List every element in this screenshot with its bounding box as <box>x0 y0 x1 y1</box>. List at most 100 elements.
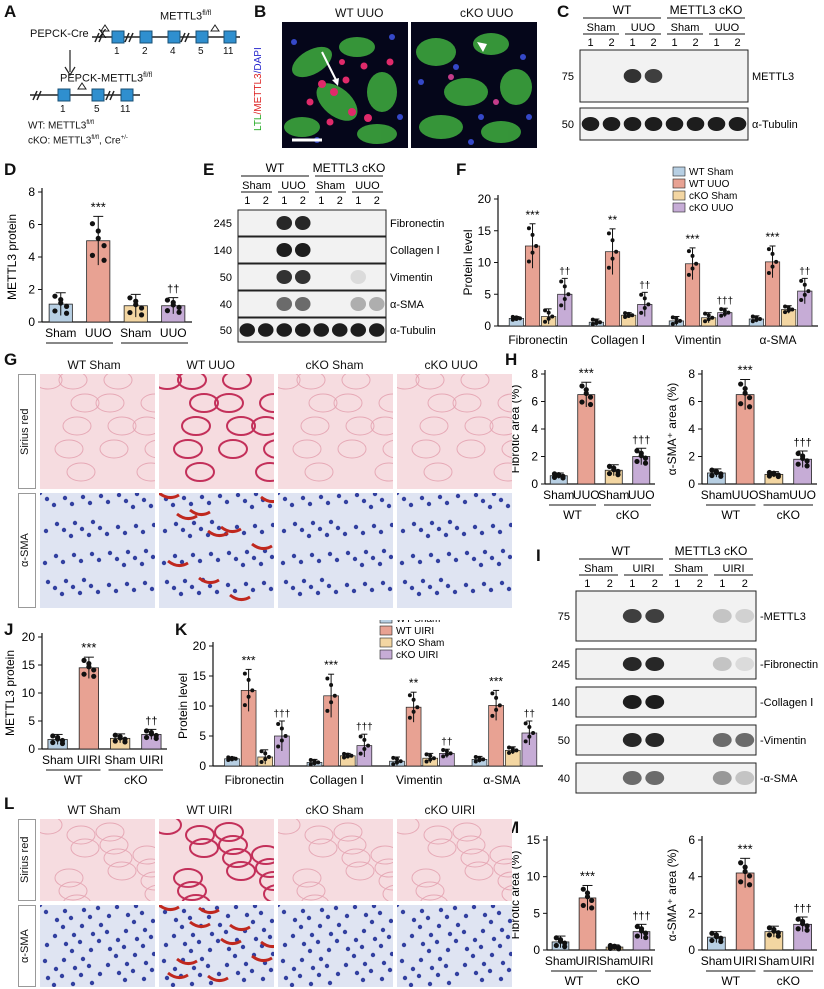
data-point <box>50 739 56 746</box>
data-point <box>366 743 371 748</box>
data-point <box>514 748 519 753</box>
data-point <box>444 749 449 754</box>
data-point <box>518 316 522 321</box>
data-point <box>579 399 585 405</box>
band <box>276 297 293 311</box>
x-tick-label: UUO <box>732 488 759 502</box>
mw-marker: 50 <box>558 735 570 747</box>
data-point <box>122 739 128 745</box>
bar <box>78 667 99 750</box>
histology-column-title: cKO Sham <box>305 358 364 372</box>
band-label: α-Tubulin <box>390 325 436 337</box>
data-point <box>494 695 499 700</box>
blot-strip <box>237 209 387 237</box>
data-point <box>742 390 748 396</box>
data-point <box>138 305 145 311</box>
panel-l-histology: WT Sham WT UIRI cKO Sham cKO UIRI Sirius red… <box>18 803 512 989</box>
data-point <box>804 458 810 464</box>
mw-marker: 50 <box>220 325 232 337</box>
y-tick-label: 8 <box>531 367 538 381</box>
data-point <box>59 740 66 747</box>
data-point <box>560 475 566 481</box>
data-point <box>643 934 649 941</box>
band <box>645 695 665 709</box>
data-point <box>583 387 589 393</box>
band <box>276 243 293 257</box>
significance-mark: ** <box>409 676 419 690</box>
x-tick-label: Sham <box>758 954 789 968</box>
data-point <box>606 463 613 469</box>
significance-mark: *** <box>766 230 780 244</box>
if-title-cko: cKO UUO <box>460 6 514 20</box>
data-point <box>242 671 247 676</box>
data-point <box>806 289 811 294</box>
data-point <box>557 938 564 944</box>
lane-number: 2 <box>608 37 614 49</box>
data-point <box>626 313 631 318</box>
x-tick-label: α-SMA <box>483 773 520 787</box>
data-point <box>615 472 621 478</box>
data-point <box>101 243 107 249</box>
data-point <box>229 757 234 762</box>
significance-mark: †† <box>559 266 570 277</box>
data-point <box>775 473 781 480</box>
significance-mark: †† <box>639 280 650 291</box>
band <box>728 117 747 131</box>
mw-marker: 50 <box>220 272 232 284</box>
blot-i: WT METTL3 cKO Sham UIRI Sham UIRI 1 2 1 2 1 2 1 2 75 -M… <box>552 544 818 794</box>
histology-column-title: cKO UUO <box>424 358 478 372</box>
data-point <box>312 761 317 766</box>
panel-label-d: D <box>4 160 17 179</box>
data-point <box>424 752 429 757</box>
data-point <box>766 270 771 275</box>
data-point <box>706 317 711 322</box>
lane-number: 1 <box>671 37 677 49</box>
data-point <box>530 250 535 255</box>
data-point <box>329 683 334 687</box>
group-label: cKO <box>616 974 639 988</box>
x-tick-label: Sham <box>701 954 732 968</box>
band <box>622 657 642 671</box>
alpha-sma-image <box>40 905 155 987</box>
group-label: cKO <box>777 974 800 988</box>
band <box>735 609 755 623</box>
x-tick-label: Vimentin <box>396 773 442 787</box>
y-tick-label: 4 <box>28 250 35 264</box>
sirius-red-image <box>159 374 274 489</box>
data-point <box>527 734 532 739</box>
data-point <box>771 471 777 477</box>
significance-mark: *** <box>91 199 106 214</box>
data-point <box>562 944 568 950</box>
y-tick-label: 4 <box>688 870 695 884</box>
data-point <box>606 265 611 270</box>
data-point <box>332 693 337 698</box>
data-point <box>746 395 753 401</box>
data-point <box>523 721 528 726</box>
data-point <box>795 461 801 467</box>
x-tick-label: UIRI <box>733 954 757 968</box>
lane-number: 2 <box>697 578 703 590</box>
data-point <box>786 308 791 313</box>
data-point <box>415 705 420 710</box>
flox-allele-label: METTL3fl/fl <box>160 10 212 23</box>
data-point <box>718 938 724 945</box>
mw-marker: 140 <box>214 245 232 257</box>
y-tick-label: 0 <box>484 319 491 333</box>
x-tick-label: Sham <box>45 326 76 340</box>
data-point <box>342 751 347 756</box>
band <box>622 771 642 785</box>
x-tick-label: UIRI <box>77 753 101 767</box>
band-label: Collagen Ⅰ <box>390 245 440 257</box>
x-tick-label: UUO <box>85 326 112 340</box>
blot-strip <box>575 686 757 718</box>
legend-swatch <box>672 190 686 201</box>
data-point <box>112 732 118 738</box>
x-tick-label: UIRI <box>576 954 600 968</box>
blot-condition-label: Sham <box>674 563 703 575</box>
x-tick-label: Sham <box>543 488 574 502</box>
data-point <box>589 905 595 911</box>
y-axis-label: α-SMA⁺ area (%) <box>665 849 679 942</box>
band <box>350 297 367 311</box>
histology-column-title: WT UUO <box>186 358 235 372</box>
